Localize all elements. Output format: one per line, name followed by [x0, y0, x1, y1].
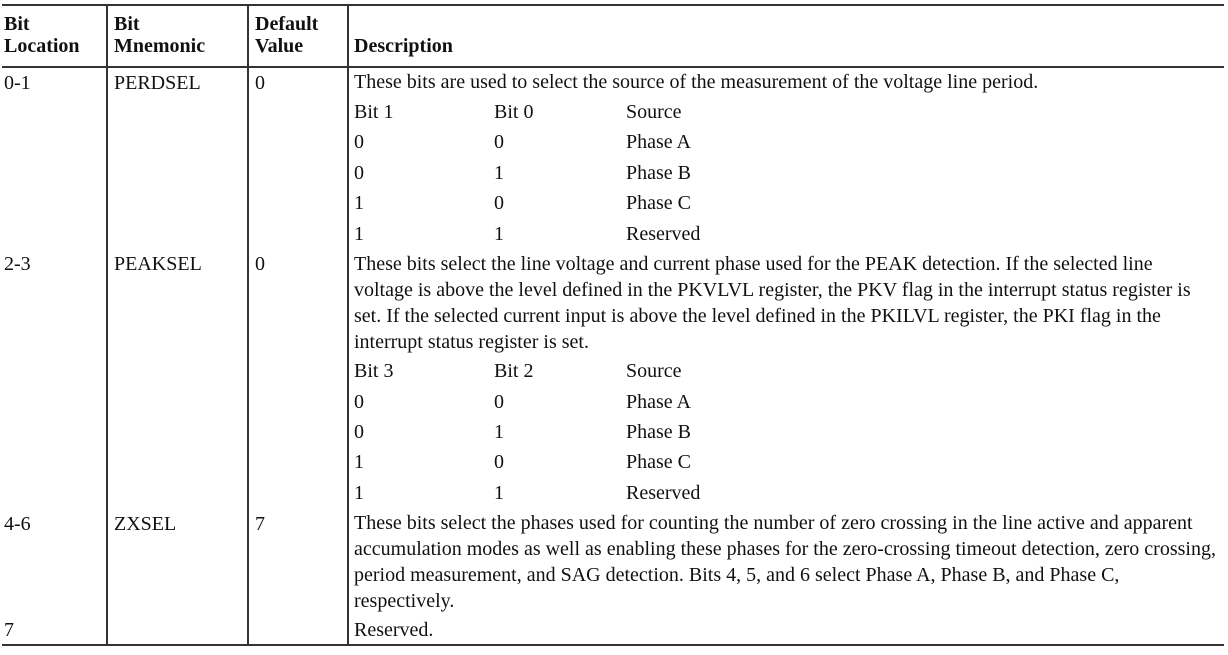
subtable-cell: 1	[354, 451, 364, 473]
header-bit-mnemonic: Bit Mnemonic	[114, 13, 206, 57]
default-value: 0	[255, 72, 265, 94]
bit-location: 0-1	[4, 72, 31, 94]
header-bit-location: Bit Location	[4, 13, 80, 57]
bit-location: 7	[4, 619, 14, 641]
description-text: These bits select the phases used for co…	[354, 512, 1216, 612]
subtable-cell: 1	[354, 223, 364, 245]
default-value: 0	[255, 253, 265, 275]
bit-mnemonic: PEAKSEL	[114, 253, 202, 275]
subtable-cell: Phase A	[626, 131, 691, 153]
description-text: These bits are used to select the source…	[354, 71, 1039, 93]
subtable-cell: 0	[354, 162, 364, 184]
subtable-cell: 0	[354, 391, 364, 413]
subtable-cell: 0	[354, 131, 364, 153]
subtable-cell: Phase B	[626, 162, 691, 184]
register-bit-table: Bit Location Bit Mnemonic Default Value Des…	[2, 4, 1224, 646]
subtable-cell: Phase C	[626, 451, 691, 473]
subtable-cell: Phase C	[626, 192, 691, 214]
table-top-border	[2, 4, 1224, 6]
header-description: Description	[354, 35, 453, 57]
subtable-cell: 0	[494, 451, 504, 473]
bit-location: 2-3	[4, 253, 31, 275]
subtable-header: Bit 1	[354, 101, 394, 123]
bit-mnemonic: ZXSEL	[114, 513, 177, 535]
subtable-cell: 1	[494, 421, 504, 443]
header-default-value: Default Value	[255, 13, 319, 57]
column-divider	[347, 4, 349, 646]
subtable-cell: 0	[494, 391, 504, 413]
column-divider	[247, 4, 249, 646]
bit-location: 4-6	[4, 513, 31, 535]
subtable-cell: 1	[354, 482, 364, 504]
description-text: Reserved.	[354, 619, 434, 641]
subtable-cell: Reserved	[626, 482, 701, 504]
subtable-cell: Phase A	[626, 391, 691, 413]
subtable-cell: 0	[494, 131, 504, 153]
subtable-cell: Phase B	[626, 421, 691, 443]
default-value: 7	[255, 513, 265, 535]
subtable-cell: 1	[494, 162, 504, 184]
subtable-cell: Reserved	[626, 223, 701, 245]
subtable-header: Bit 3	[354, 360, 394, 382]
subtable-header: Source	[626, 101, 682, 123]
bit-mnemonic: PERDSEL	[114, 72, 201, 94]
subtable-header: Bit 2	[494, 360, 534, 382]
table-bottom-border	[2, 644, 1224, 646]
subtable-cell: 1	[494, 482, 504, 504]
subtable-cell: 1	[494, 223, 504, 245]
header-bottom-border	[2, 66, 1224, 68]
column-divider	[106, 4, 108, 646]
subtable-cell: 1	[354, 192, 364, 214]
subtable-cell: 0	[354, 421, 364, 443]
subtable-cell: 0	[494, 192, 504, 214]
subtable-header: Source	[626, 360, 682, 382]
description-text: These bits select the line voltage and c…	[354, 253, 1191, 353]
subtable-header: Bit 0	[494, 101, 534, 123]
